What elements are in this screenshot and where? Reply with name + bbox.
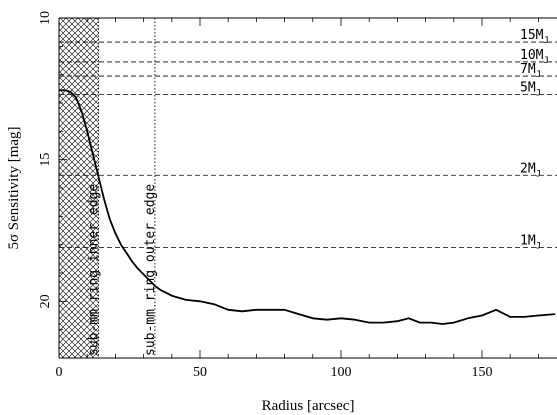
y-tick-label: 20	[38, 294, 53, 308]
mass-line-label: 5MJ	[520, 81, 541, 99]
x-tick-label: 0	[56, 365, 63, 380]
sensitivity-curve	[59, 89, 556, 325]
annotation-label: sub-mm ring outer edge	[143, 184, 158, 356]
mass-line-label: 10MJ	[520, 48, 549, 66]
x-tick-label: 100	[331, 365, 352, 380]
mass-line-label: 2MJ	[520, 161, 541, 179]
y-tick-label: 10	[38, 11, 53, 25]
y-tick-label: 15	[38, 153, 53, 167]
x-tick-label: 150	[472, 365, 493, 380]
x-axis-label: Radius [arcsec]	[262, 398, 355, 414]
mass-line-label: 7MJ	[520, 62, 541, 80]
annotation-label: sub-mm ring inner edge	[86, 184, 101, 356]
x-tick-label: 50	[193, 365, 207, 380]
mass-line-label: 1MJ	[520, 234, 541, 252]
mass-line-label: 15MJ	[520, 28, 549, 46]
y-axis-label: 5σ Sensitivity [mag]	[6, 126, 22, 249]
